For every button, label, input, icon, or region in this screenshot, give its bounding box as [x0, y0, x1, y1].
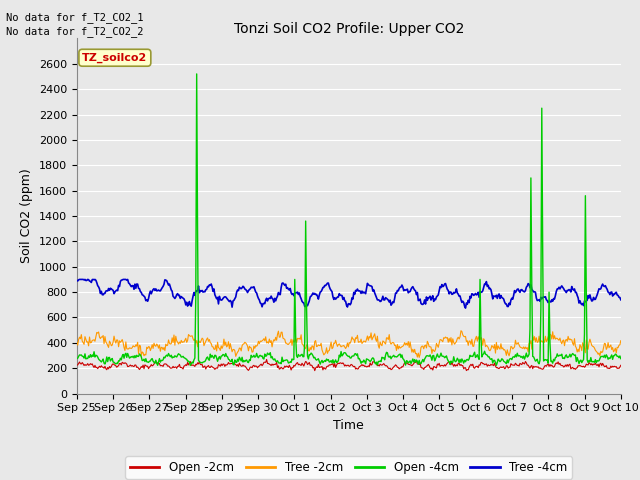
Y-axis label: Soil CO2 (ppm): Soil CO2 (ppm) — [20, 168, 33, 264]
Text: No data for f_T2_CO2_1: No data for f_T2_CO2_1 — [6, 12, 144, 23]
Title: Tonzi Soil CO2 Profile: Upper CO2: Tonzi Soil CO2 Profile: Upper CO2 — [234, 22, 464, 36]
Legend: Open -2cm, Tree -2cm, Open -4cm, Tree -4cm: Open -2cm, Tree -2cm, Open -4cm, Tree -4… — [125, 456, 572, 479]
X-axis label: Time: Time — [333, 419, 364, 432]
Text: TZ_soilco2: TZ_soilco2 — [82, 53, 147, 63]
Text: No data for f_T2_CO2_2: No data for f_T2_CO2_2 — [6, 26, 144, 37]
